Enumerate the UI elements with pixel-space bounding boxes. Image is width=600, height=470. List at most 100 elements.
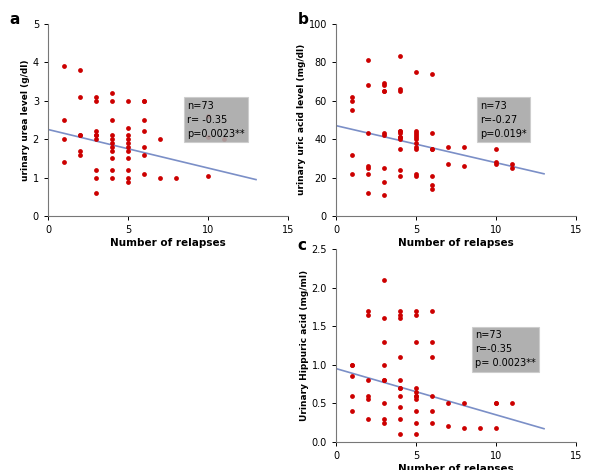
Point bbox=[395, 133, 405, 141]
Point bbox=[203, 133, 213, 141]
Point bbox=[427, 186, 437, 193]
Point bbox=[427, 145, 437, 152]
Point bbox=[427, 353, 437, 361]
Point bbox=[395, 384, 405, 392]
Point bbox=[123, 143, 133, 150]
Point bbox=[411, 145, 421, 152]
Point bbox=[107, 116, 117, 124]
Point bbox=[379, 81, 389, 89]
Point bbox=[363, 392, 373, 399]
Point bbox=[91, 189, 101, 197]
Point bbox=[91, 93, 101, 101]
Point bbox=[347, 361, 357, 368]
Point bbox=[395, 128, 405, 135]
Point bbox=[395, 166, 405, 174]
Point bbox=[91, 97, 101, 104]
Point bbox=[59, 62, 69, 70]
Point bbox=[395, 172, 405, 180]
Point bbox=[411, 419, 421, 426]
Point bbox=[427, 130, 437, 137]
Point bbox=[219, 135, 229, 143]
Point bbox=[491, 160, 501, 168]
Point bbox=[507, 400, 517, 407]
Point bbox=[411, 68, 421, 75]
Point bbox=[411, 128, 421, 135]
Point bbox=[427, 172, 437, 180]
Point bbox=[395, 53, 405, 60]
Point bbox=[139, 128, 149, 135]
Point bbox=[347, 407, 357, 415]
Point bbox=[203, 112, 213, 120]
Point bbox=[395, 384, 405, 392]
Point bbox=[491, 424, 501, 431]
Point bbox=[107, 155, 117, 162]
Point bbox=[379, 419, 389, 426]
Point bbox=[347, 170, 357, 178]
Point bbox=[411, 172, 421, 180]
Text: n=73
r= -0.35
p=0.0023**: n=73 r= -0.35 p=0.0023** bbox=[187, 101, 245, 139]
Point bbox=[363, 396, 373, 403]
Point bbox=[411, 396, 421, 403]
Point bbox=[75, 147, 85, 155]
Point bbox=[411, 133, 421, 141]
Point bbox=[59, 135, 69, 143]
Point bbox=[395, 376, 405, 384]
Point bbox=[363, 170, 373, 178]
Point bbox=[427, 392, 437, 399]
Point bbox=[123, 174, 133, 181]
Point bbox=[91, 132, 101, 139]
Point bbox=[75, 66, 85, 73]
X-axis label: Number of relapses: Number of relapses bbox=[398, 463, 514, 470]
Point bbox=[379, 315, 389, 322]
Point bbox=[107, 139, 117, 147]
Point bbox=[363, 56, 373, 64]
Point bbox=[363, 376, 373, 384]
Point bbox=[91, 128, 101, 135]
Point bbox=[411, 132, 421, 139]
Point bbox=[379, 191, 389, 199]
Point bbox=[347, 392, 357, 399]
Point bbox=[379, 178, 389, 185]
Point bbox=[363, 130, 373, 137]
Point bbox=[411, 392, 421, 399]
Point bbox=[347, 361, 357, 368]
Point bbox=[123, 135, 133, 143]
Point bbox=[395, 311, 405, 318]
Point bbox=[443, 143, 453, 150]
Point bbox=[475, 424, 485, 431]
Point bbox=[139, 143, 149, 150]
Point bbox=[363, 189, 373, 197]
Point bbox=[123, 97, 133, 104]
Point bbox=[379, 130, 389, 137]
Text: b: b bbox=[298, 12, 308, 27]
Point bbox=[107, 97, 117, 104]
Point bbox=[395, 128, 405, 135]
Point bbox=[411, 338, 421, 345]
Point bbox=[443, 400, 453, 407]
Point bbox=[395, 415, 405, 423]
Point bbox=[139, 116, 149, 124]
Point bbox=[347, 373, 357, 380]
Point bbox=[107, 166, 117, 174]
Point bbox=[411, 139, 421, 147]
Point bbox=[411, 311, 421, 318]
Point bbox=[411, 135, 421, 143]
Point bbox=[123, 166, 133, 174]
Point bbox=[59, 158, 69, 166]
Point bbox=[107, 89, 117, 97]
Point bbox=[411, 431, 421, 438]
Point bbox=[395, 392, 405, 399]
Point bbox=[395, 403, 405, 411]
Point bbox=[395, 135, 405, 143]
Point bbox=[379, 415, 389, 423]
Point bbox=[379, 164, 389, 172]
Point bbox=[395, 130, 405, 137]
Point bbox=[347, 107, 357, 114]
Point bbox=[91, 135, 101, 143]
Point bbox=[411, 407, 421, 415]
Point bbox=[395, 85, 405, 93]
Point bbox=[443, 423, 453, 430]
Point bbox=[491, 400, 501, 407]
Point bbox=[379, 87, 389, 95]
Point bbox=[379, 132, 389, 139]
